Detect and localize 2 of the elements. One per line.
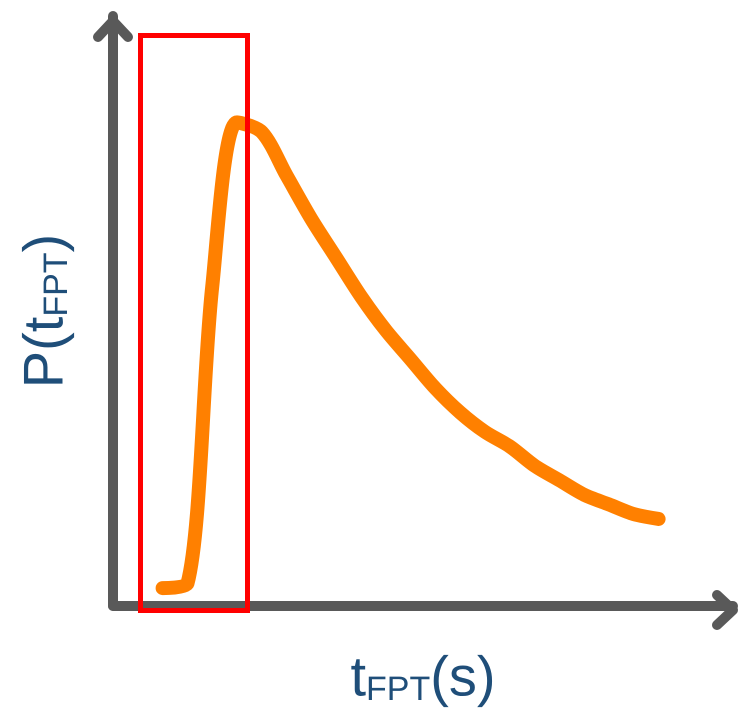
x-axis-title: tFPT(s) [350, 644, 496, 708]
y-axis-title: P(tFPT) [12, 234, 75, 388]
